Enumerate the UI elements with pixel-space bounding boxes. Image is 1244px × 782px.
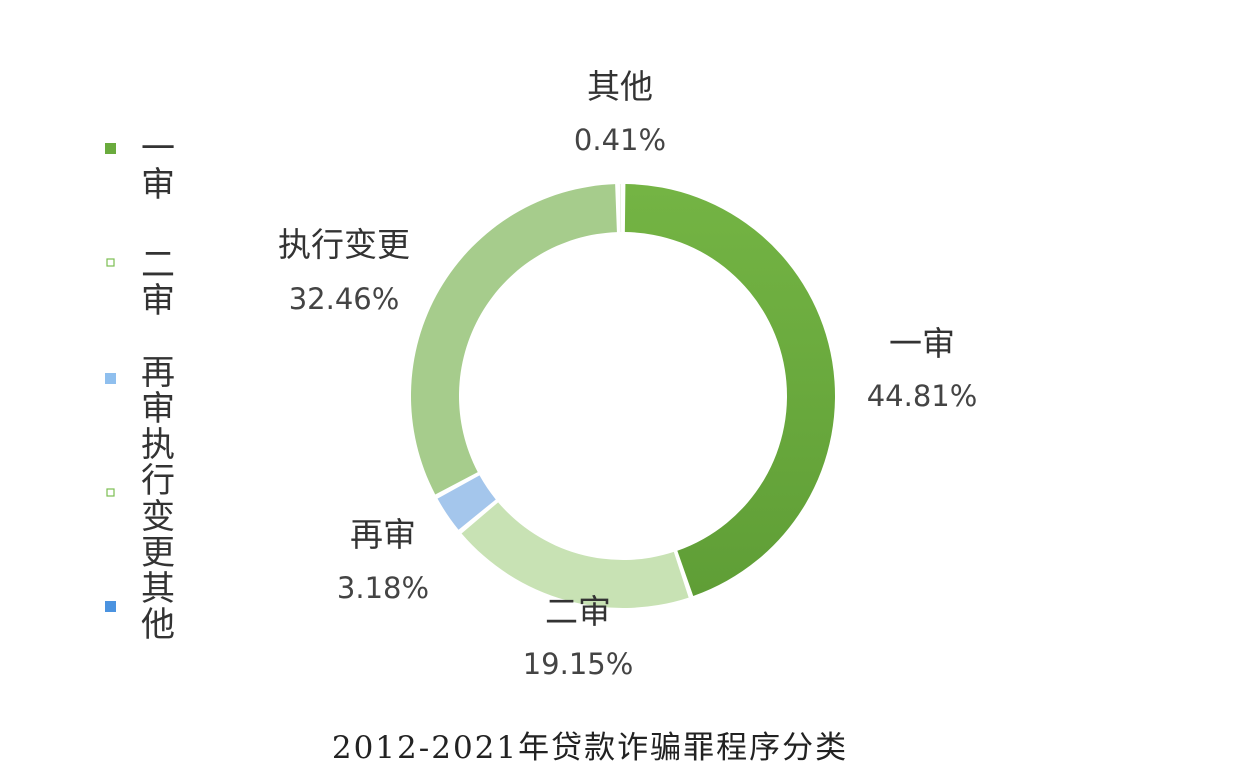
legend-label-char: 变 bbox=[141, 497, 175, 537]
legend-label-char: 执 bbox=[141, 425, 175, 465]
slice-other bbox=[619, 184, 622, 233]
legend-item-execution-change: 执行变更 bbox=[141, 425, 175, 573]
legend-item-other: 其他 bbox=[141, 569, 175, 645]
slice-label-first-instance: 一审 bbox=[889, 324, 955, 363]
legend-label-char: 审 bbox=[141, 281, 175, 321]
slice-value-other: 0.41% bbox=[574, 123, 666, 157]
slice-execution-change bbox=[411, 184, 617, 495]
legend-marker-retrial bbox=[105, 373, 116, 384]
slice-first-instance bbox=[624, 184, 835, 597]
slice-second-instance bbox=[461, 502, 689, 608]
legend-item-retrial: 再审 bbox=[141, 353, 175, 429]
slice-value-first-instance: 44.81% bbox=[867, 379, 978, 413]
legend-label-char: 更 bbox=[141, 533, 175, 573]
legend-label-char: 一 bbox=[141, 129, 175, 169]
slice-label-second-instance: 二审 bbox=[545, 592, 611, 631]
chart-title: 2012-2021年贷款诈骗罪程序分类 bbox=[332, 730, 848, 766]
slice-value-second-instance: 19.15% bbox=[523, 647, 634, 681]
legend-item-first-instance: 一审 bbox=[141, 129, 175, 205]
slice-label-other: 其他 bbox=[587, 67, 653, 106]
legend-label-char: 二 bbox=[141, 245, 175, 285]
slice-value-retrial: 3.18% bbox=[337, 571, 429, 605]
legend-marker-other bbox=[105, 601, 116, 612]
legend-marker-second-instance bbox=[106, 258, 115, 267]
slice-labels: 一审 44.81% 二审 19.15% 再审 3.18% 执行变更 32.46% 其他 0.41% bbox=[278, 67, 977, 681]
slice-label-execution-change: 执行变更 bbox=[278, 225, 410, 264]
legend-label-char: 他 bbox=[141, 605, 175, 645]
legend-label-char: 审 bbox=[141, 165, 175, 205]
legend-label-char: 审 bbox=[141, 389, 175, 429]
slice-value-execution-change: 32.46% bbox=[289, 282, 400, 316]
slice-label-retrial: 再审 bbox=[350, 515, 416, 554]
legend-marker-first-instance bbox=[105, 143, 116, 154]
legend-item-second-instance: 二审 bbox=[141, 245, 175, 321]
slice-retrial bbox=[437, 475, 496, 530]
donut-slices bbox=[411, 184, 835, 608]
legend-marker-execution-change bbox=[106, 488, 115, 497]
legend-label-char: 行 bbox=[141, 461, 175, 501]
legend-label-char: 其 bbox=[141, 569, 175, 609]
legend-label-char: 再 bbox=[141, 353, 175, 393]
